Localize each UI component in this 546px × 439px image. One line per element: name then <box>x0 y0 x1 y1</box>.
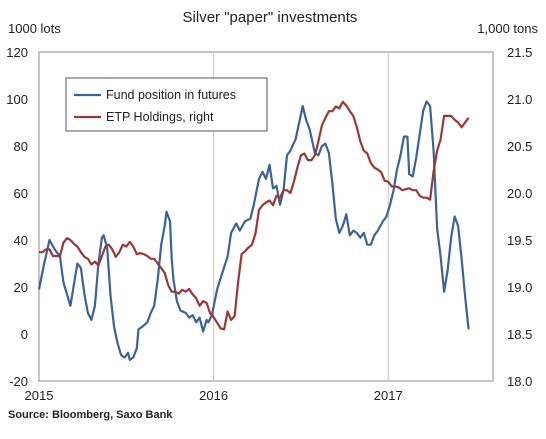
legend-label-fund-position: Fund position in futures <box>106 88 236 102</box>
right-y-tick-label: 21.0 <box>507 92 532 107</box>
legend: Fund position in futures ETP Holdings, r… <box>65 77 268 132</box>
x-tick-label: 2017 <box>374 388 403 403</box>
right-y-tick-label: 18.0 <box>507 374 532 389</box>
left-y-tick-label: -20 <box>9 374 28 389</box>
right-axis-label: 1,000 tons <box>477 21 538 36</box>
legend-label-etp-holdings: ETP Holdings, right <box>106 110 214 124</box>
left-y-ticks: -20 0 20 40 60 80 100 120 <box>6 45 28 389</box>
x-ticks: 2015 2016 2017 <box>25 388 403 403</box>
left-y-tick-label: 20 <box>14 280 28 295</box>
series-line-etp-holdings <box>39 100 470 331</box>
right-y-tick-label: 19.0 <box>507 280 532 295</box>
left-y-tick-label: 40 <box>14 233 28 248</box>
plot-area <box>38 51 494 382</box>
left-axis-label: 1000 lots <box>8 21 61 36</box>
series-line-fund-position <box>37 100 470 361</box>
legend-box <box>65 77 268 132</box>
chart-title: Silver "paper" investments <box>183 9 358 26</box>
right-y-tick-label: 19.5 <box>507 233 532 248</box>
series-lines <box>37 100 470 361</box>
right-y-tick-label: 21.5 <box>507 45 532 60</box>
x-tick-label: 2016 <box>199 388 228 403</box>
source-note: Source: Bloomberg, Saxo Bank <box>8 409 173 421</box>
left-y-tick-label: 120 <box>6 45 28 60</box>
x-tick-label: 2015 <box>25 388 54 403</box>
left-y-tick-label: 100 <box>6 92 28 107</box>
right-y-tick-label: 20.0 <box>507 186 532 201</box>
right-y-ticks: 18.0 18.5 19.0 19.5 20.0 20.5 21.0 21.5 <box>507 45 532 389</box>
left-y-tick-label: 0 <box>21 327 28 342</box>
left-y-tick-label: 80 <box>14 139 28 154</box>
left-y-tick-label: 60 <box>14 186 28 201</box>
right-y-tick-label: 18.5 <box>507 327 532 342</box>
right-y-tick-label: 20.5 <box>507 139 532 154</box>
